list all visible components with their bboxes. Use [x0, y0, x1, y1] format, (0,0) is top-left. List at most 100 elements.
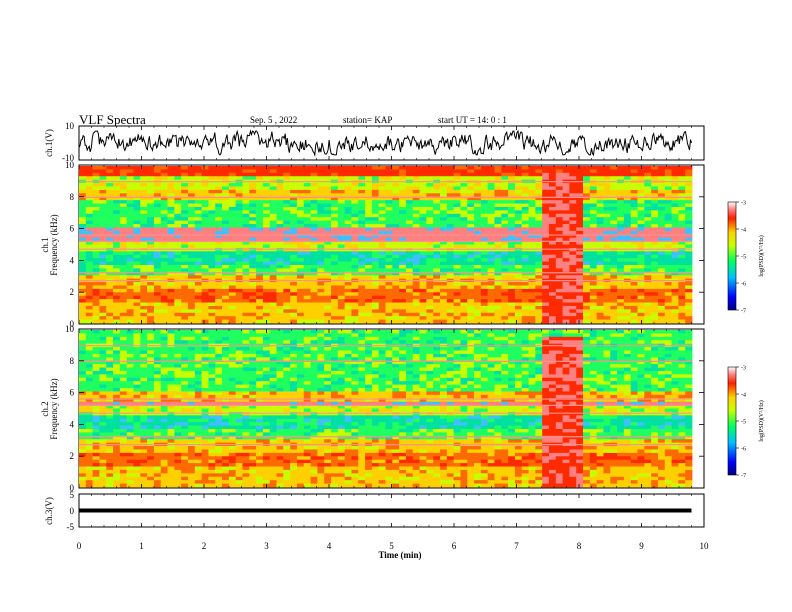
spectrogram-cell: [542, 340, 550, 345]
spectrogram-cell: [508, 227, 516, 232]
spectrogram-cell: [262, 264, 271, 269]
spectrogram-cell: [79, 333, 87, 338]
spectrogram-cell: [494, 172, 502, 177]
spectrogram-cell: [283, 285, 291, 290]
spectrogram-cell: [467, 241, 475, 245]
spectrogram-cell: [113, 316, 121, 320]
spectrogram-cell: [412, 224, 420, 228]
spectrogram-cell: [331, 357, 339, 362]
spectrogram-cell: [378, 200, 386, 204]
spectrogram-cell: [508, 305, 516, 310]
spectrogram-cell: [610, 196, 618, 201]
station-label: station= KAP: [343, 115, 393, 125]
spectrogram-cell: [555, 340, 563, 345]
spectrogram-cell: [181, 241, 189, 245]
spectrogram-cell: [657, 258, 666, 262]
spectrogram-cell: [603, 210, 611, 215]
spectrogram-cell: [242, 288, 250, 293]
spectrogram-cell: [228, 247, 237, 252]
spectrogram-cell: [562, 234, 570, 239]
spectrogram-cell: [174, 200, 182, 204]
spectrogram-cell: [399, 217, 407, 222]
spectrogram-cell: [358, 292, 366, 297]
spectrogram-cell: [528, 336, 536, 341]
spectrogram-cell: [501, 203, 509, 208]
spectrogram-cell: [296, 254, 305, 259]
spectrogram-cell: [419, 309, 427, 314]
spectrogram-cell: [208, 292, 216, 297]
spectrogram-cell: [508, 237, 516, 242]
spectrogram-cell: [222, 312, 230, 317]
spectrogram-cell: [446, 336, 455, 341]
spectrogram-cell: [555, 305, 563, 310]
spectrogram-cell: [583, 234, 591, 239]
spectrogram-cell: [351, 203, 359, 208]
spectrogram-cell: [331, 275, 339, 280]
spectrogram-cell: [331, 237, 339, 242]
spectrogram-cell: [399, 302, 407, 307]
spectrogram-cell: [562, 312, 570, 317]
spectrogram-cell: [651, 340, 659, 345]
spectrogram-cell: [542, 305, 550, 310]
spectrogram-cell: [187, 258, 196, 262]
spectrogram-cell: [405, 251, 414, 256]
spectrogram-cell: [596, 172, 604, 177]
spectrogram-cell: [303, 169, 311, 174]
spectrogram-cell: [501, 186, 509, 191]
spectrogram-cell: [256, 271, 264, 276]
spectrogram-cell: [262, 230, 271, 235]
spectrogram-cell: [201, 268, 209, 273]
spectrogram-cell: [583, 189, 591, 194]
spectrogram-cell: [521, 275, 529, 280]
spectrogram-cell: [603, 292, 611, 297]
spectrogram-cell: [194, 360, 202, 365]
spectrogram-cell: [630, 247, 638, 252]
spectrogram-cell: [249, 186, 257, 191]
spectrogram-cell: [596, 224, 604, 228]
spectrogram-cell: [140, 302, 148, 307]
spectrogram-cell: [317, 176, 325, 181]
spectrogram-cell: [508, 196, 516, 201]
spectrogram-cell: [405, 200, 414, 204]
spectrogram-cell: [576, 206, 584, 211]
spectrogram-cell: [637, 264, 645, 269]
spectrogram-cell: [378, 176, 386, 181]
spectrogram-cell: [542, 220, 550, 225]
spectrogram-cell: [208, 271, 216, 276]
spectrogram-cell: [256, 285, 264, 290]
spectrogram-cell: [494, 295, 502, 300]
spectrogram-cell: [419, 288, 427, 293]
spectrogram-cell: [644, 189, 652, 194]
spectrogram-cell: [637, 282, 645, 286]
spectrogram-cell: [623, 166, 632, 170]
spectrogram-cell: [651, 316, 659, 320]
spectrogram-cell: [249, 220, 257, 225]
spectrogram-cell: [310, 234, 318, 239]
spectrogram-cell: [385, 193, 393, 198]
spectrogram-cell: [222, 275, 230, 280]
spectrogram-cell: [542, 333, 550, 338]
spectrogram-cell: [623, 312, 632, 317]
spectrogram-cell: [303, 247, 311, 252]
spectrogram-cell: [228, 330, 237, 334]
spectrogram-cell: [194, 224, 202, 228]
spectrogram-cell: [208, 166, 216, 170]
spectrogram-cell: [222, 299, 230, 303]
spectrogram-cell: [92, 264, 100, 269]
spectrogram-cell: [310, 217, 318, 222]
spectrogram-cell: [365, 237, 373, 242]
spectrogram-cell: [514, 271, 523, 276]
spectrogram-cell: [269, 360, 277, 365]
spectrogram-cell: [548, 340, 557, 345]
spectrogram-cell: [664, 251, 672, 256]
spectrogram-cell: [242, 241, 250, 245]
spectrogram-cell: [501, 220, 509, 225]
spectrogram-cell: [160, 264, 168, 269]
spectrogram-cell: [569, 183, 577, 187]
spectrogram-cell: [358, 224, 366, 228]
spectrogram-cell: [535, 186, 543, 191]
spectrogram-cell: [555, 206, 563, 211]
spectrogram-cell: [106, 254, 114, 259]
spectrogram-cell: [133, 189, 141, 194]
spectrogram-cell: [167, 189, 175, 194]
